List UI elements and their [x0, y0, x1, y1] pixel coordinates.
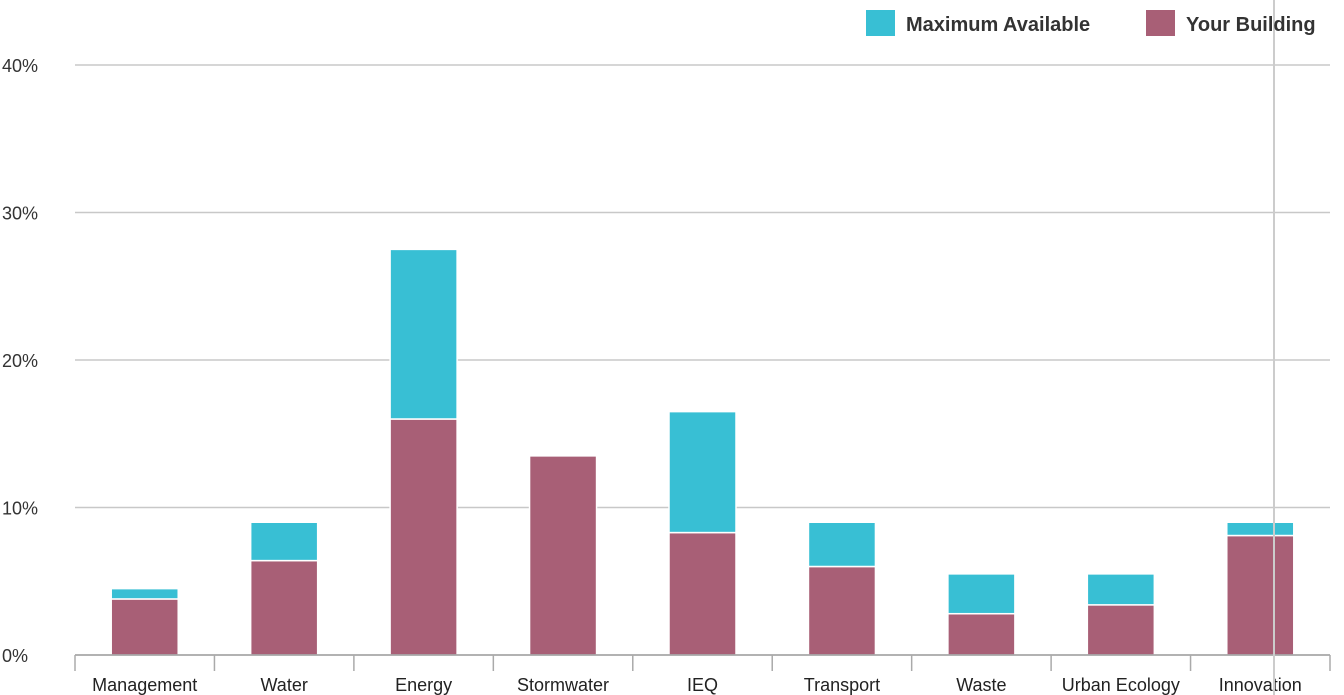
bar-maximum-available[interactable]: [110, 587, 179, 600]
bar-your-building[interactable]: [1086, 604, 1156, 656]
bar-maximum-available[interactable]: [1086, 573, 1156, 606]
y-tick-label: 0%: [2, 646, 28, 666]
legend-label-your-building[interactable]: Your Building: [1186, 14, 1316, 36]
bar-your-building[interactable]: [528, 455, 598, 656]
bar-your-building[interactable]: [807, 565, 877, 656]
bar-your-building[interactable]: [110, 598, 179, 656]
x-category-label: Stormwater: [517, 675, 609, 695]
x-category-label: Innovation: [1219, 675, 1302, 695]
bar-maximum-available[interactable]: [668, 410, 737, 534]
x-category-label: Urban Ecology: [1062, 675, 1180, 695]
x-category-label: Waste: [956, 675, 1006, 695]
x-category-label: IEQ: [687, 675, 718, 695]
y-tick-label: 10%: [2, 499, 38, 519]
x-axis: Management Water Energy Stormwater IEQ Transp…: [74, 654, 1331, 695]
y-tick-label: 30%: [2, 204, 38, 224]
bar-maximum-available[interactable]: [1226, 521, 1295, 537]
bars: [110, 248, 1295, 656]
bar-your-building[interactable]: [947, 612, 1016, 656]
x-category-label: Transport: [804, 675, 880, 695]
bar-maximum-available[interactable]: [249, 521, 319, 562]
x-category-label: Energy: [395, 675, 452, 695]
x-category-label: Management: [92, 675, 197, 695]
y-tick-label: 40%: [2, 56, 38, 76]
legend: Maximum Available Your Building: [866, 10, 1316, 36]
bar-maximum-available[interactable]: [389, 248, 458, 420]
bar-your-building[interactable]: [249, 559, 319, 656]
bar-maximum-available[interactable]: [807, 521, 877, 568]
x-category-label: Water: [260, 675, 307, 695]
legend-swatch-maximum-available[interactable]: [866, 10, 895, 36]
legend-swatch-your-building[interactable]: [1146, 10, 1175, 36]
legend-label-maximum-available[interactable]: Maximum Available: [906, 14, 1090, 36]
bar-your-building[interactable]: [1226, 534, 1295, 656]
bar-maximum-available[interactable]: [947, 573, 1016, 615]
bar-your-building[interactable]: [668, 531, 737, 656]
y-axis: 0% 10% 20% 30% 40%: [2, 56, 38, 666]
y-tick-label: 20%: [2, 351, 38, 371]
bar-your-building[interactable]: [389, 418, 458, 656]
